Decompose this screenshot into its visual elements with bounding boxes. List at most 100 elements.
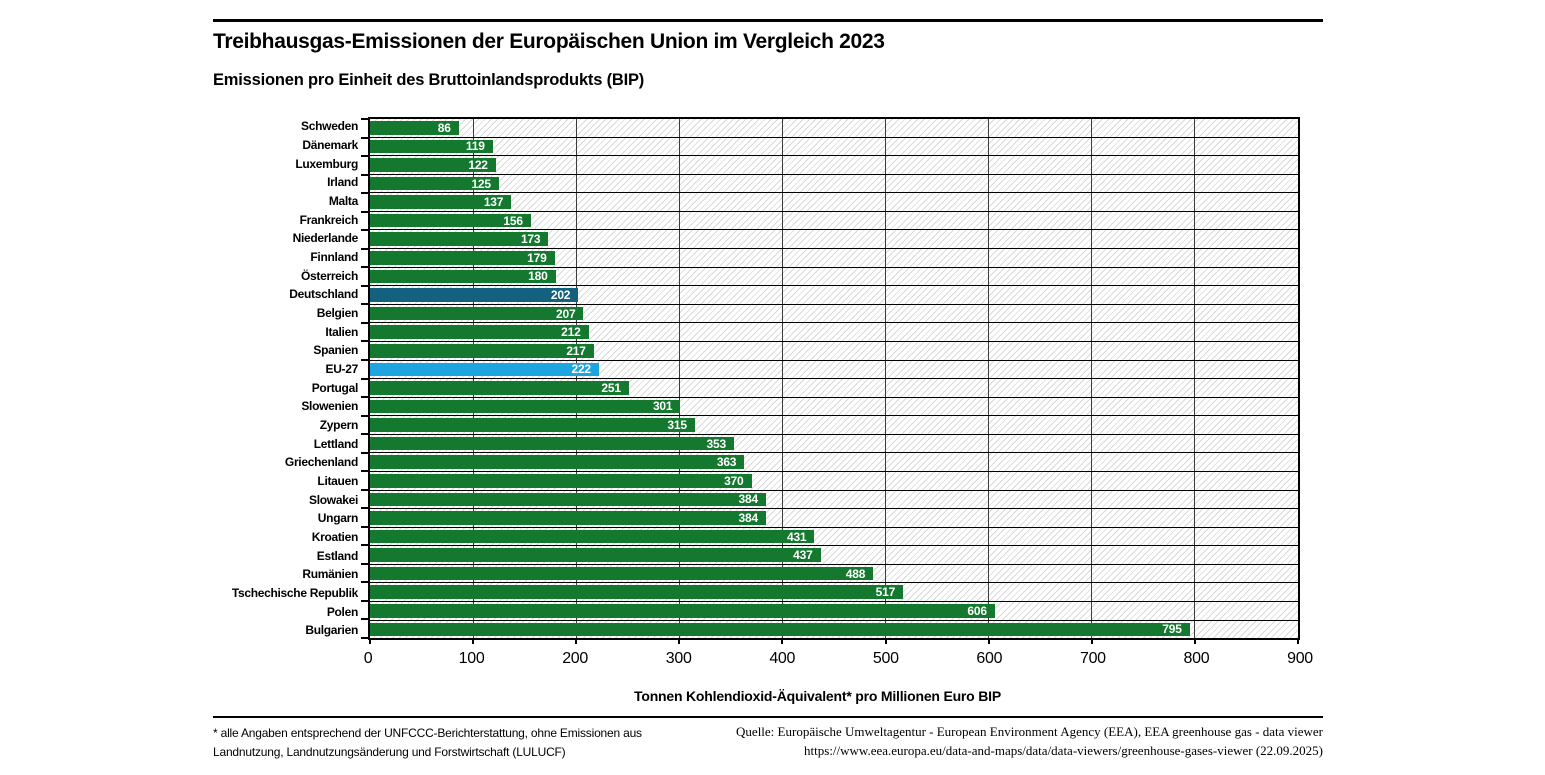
y-tick xyxy=(361,599,368,602)
y-axis-category-labels: Schweden Dänemark Luxemburg Irland Malta Fran… xyxy=(140,117,358,640)
footnote-lulucf: * alle Angaben entsprechend der UNFCCC-B… xyxy=(213,724,773,762)
bar-row: 173 xyxy=(370,230,1298,250)
bar-row: 217 xyxy=(370,342,1298,361)
category-label: Malta xyxy=(328,194,358,209)
bar-value-label: 488 xyxy=(845,566,866,581)
bar-slowenien: 301 xyxy=(370,399,681,414)
bar-row: 222 xyxy=(370,361,1298,380)
bar-frankreich: 156 xyxy=(370,214,531,228)
category-label: Litauen xyxy=(317,474,358,489)
bar-row: 315 xyxy=(370,416,1298,435)
y-tick xyxy=(361,229,368,232)
bar-row: 156 xyxy=(370,212,1298,231)
y-tick xyxy=(361,321,368,324)
category-label: Lettland xyxy=(313,436,359,451)
category-label: Spanien xyxy=(313,343,358,358)
bar-eu-27: 222 xyxy=(370,362,599,376)
category-label: Niederlande xyxy=(292,231,359,246)
plot-area: 86 119 122 125 137 156 173 179 180 202 207 212 217 22… xyxy=(361,117,1300,644)
category-label: Österreich xyxy=(300,268,358,283)
bar-value-label: 156 xyxy=(503,213,523,228)
bar-row: 301 xyxy=(370,398,1298,417)
y-tick xyxy=(361,266,368,269)
y-tick xyxy=(361,488,368,491)
x-tick xyxy=(987,638,990,644)
y-tick xyxy=(361,581,368,584)
y-tick xyxy=(361,155,368,158)
bar-value-label: 384 xyxy=(738,492,759,507)
category-label: Luxemburg xyxy=(295,156,358,171)
x-tick-label: 900 xyxy=(1287,650,1313,667)
y-tick xyxy=(361,451,368,454)
x-tick-label: 800 xyxy=(1183,650,1210,667)
bar-value-label: 125 xyxy=(471,176,491,191)
x-tick-label: 200 xyxy=(562,650,589,667)
bar-row: 207 xyxy=(370,305,1298,324)
category-label: Slowenien xyxy=(301,399,358,414)
x-tick xyxy=(472,638,475,644)
category-label: Schweden xyxy=(301,119,358,134)
y-tick xyxy=(361,433,368,436)
bar-rum-nien: 488 xyxy=(370,566,874,581)
bar-malta: 137 xyxy=(370,195,512,210)
bar-row: 437 xyxy=(370,546,1298,565)
top-divider-rule xyxy=(213,19,1323,22)
source-attribution: Quelle: Europäische Umweltagentur - Euro… xyxy=(690,722,1323,760)
x-tick-label: 400 xyxy=(769,650,796,667)
bar-value-label: 301 xyxy=(652,399,673,414)
y-tick xyxy=(361,618,368,621)
bar-value-label: 517 xyxy=(875,585,896,600)
chart-subtitle: Emissionen pro Einheit des Bruttoinlands… xyxy=(213,71,645,89)
footnote-line-1: * alle Angaben entsprechend der UNFCCC-B… xyxy=(213,726,642,740)
x-tick xyxy=(678,638,681,644)
bar-estland: 437 xyxy=(370,548,821,562)
bar-row: 606 xyxy=(370,602,1298,621)
category-label: Slowakei xyxy=(309,492,358,507)
x-tick xyxy=(1090,638,1093,644)
bar-kroatien: 431 xyxy=(370,529,815,544)
x-tick xyxy=(575,638,578,644)
category-label: Bulgarien xyxy=(305,623,358,638)
y-tick xyxy=(361,247,368,250)
bar-d-nemark: 119 xyxy=(370,139,493,153)
x-tick-label: 100 xyxy=(458,650,485,667)
bar-value-label: 370 xyxy=(724,473,744,488)
y-tick xyxy=(361,210,368,213)
bar-belgien: 207 xyxy=(370,306,584,321)
category-label: Estland xyxy=(316,548,359,563)
x-tick-label: 700 xyxy=(1079,650,1106,667)
y-tick xyxy=(361,396,368,399)
y-tick xyxy=(361,544,368,547)
bar-slowakei: 384 xyxy=(370,492,766,507)
source-line-1: Quelle: Europäische Umweltagentur - Euro… xyxy=(736,724,1323,739)
x-tick-label: 300 xyxy=(665,650,692,667)
category-label: Deutschland xyxy=(289,287,358,302)
bar-row: 212 xyxy=(370,323,1298,342)
bar-irland: 125 xyxy=(370,177,499,191)
y-tick xyxy=(361,470,368,473)
bar-value-label: 251 xyxy=(601,380,621,395)
category-label: Portugal xyxy=(311,380,359,395)
y-tick xyxy=(361,637,368,639)
category-label: Ungarn xyxy=(317,511,359,526)
y-tick xyxy=(361,358,368,361)
y-tick xyxy=(361,414,368,417)
bar-deutschland: 202 xyxy=(370,288,579,302)
category-label: Griechenland xyxy=(284,455,358,470)
bar-polen: 606 xyxy=(370,604,995,618)
category-label: Finnland xyxy=(310,250,358,265)
bar-row: 431 xyxy=(370,528,1298,547)
bar-value-label: 207 xyxy=(556,306,576,321)
x-tick xyxy=(369,638,371,644)
bar-value-label: 431 xyxy=(786,529,807,544)
bar-litauen: 370 xyxy=(370,474,752,488)
bar-value-label: 137 xyxy=(483,195,504,210)
bar-row: 179 xyxy=(370,249,1298,268)
category-label: Tschechische Republik xyxy=(231,586,358,601)
bar-row: 795 xyxy=(370,621,1298,639)
source-line-2: https://www.eea.europa.eu/data-and-maps/… xyxy=(804,743,1323,758)
x-axis-tick-labels: 0 100 200 300 400 500 600 700 800 900 xyxy=(364,650,1314,672)
x-tick-label: 600 xyxy=(976,650,1003,667)
bar-row: 517 xyxy=(370,583,1298,603)
